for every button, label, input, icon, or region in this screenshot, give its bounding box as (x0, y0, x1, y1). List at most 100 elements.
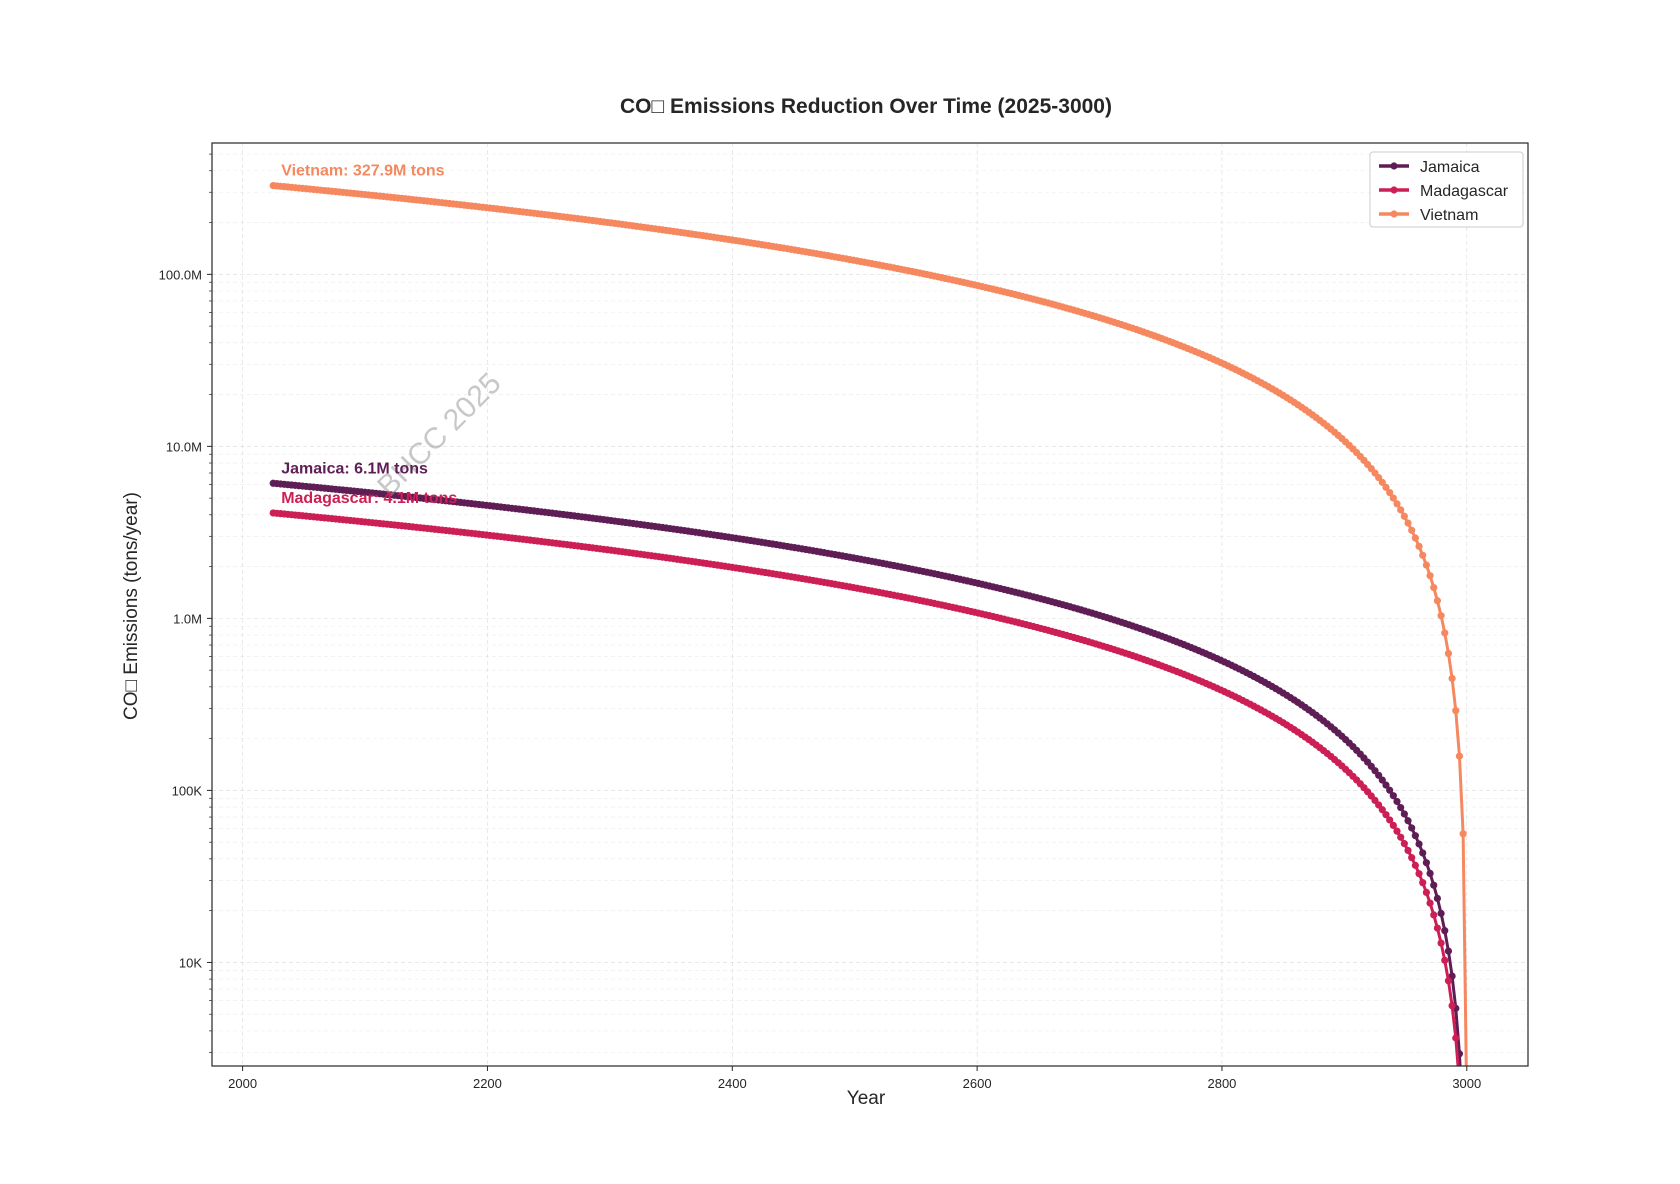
data-point (1419, 849, 1427, 857)
data-point (1397, 506, 1405, 514)
data-point (1378, 776, 1386, 784)
data-point (1441, 956, 1449, 964)
data-point (1422, 888, 1430, 897)
data-point (1433, 894, 1442, 903)
data-point (1460, 1158, 1467, 1165)
data-point (1404, 817, 1412, 825)
x-tick-label: 2400 (718, 1076, 747, 1091)
chart-title: CO□ Emissions Reduction Over Time (2025-… (620, 95, 1112, 118)
data-point (1389, 821, 1397, 830)
data-point (1411, 861, 1419, 869)
series-vietnam (269, 182, 1468, 1066)
data-point (1408, 824, 1416, 832)
series-line-vietnam (273, 184, 1468, 1066)
data-point (1415, 840, 1423, 848)
data-point (1437, 612, 1445, 620)
legend-label: Madagascar (1420, 183, 1509, 200)
data-point (1400, 840, 1408, 848)
data-point (1411, 832, 1419, 840)
series-line-madagascar (273, 511, 1460, 1066)
legend-label: Jamaica (1420, 159, 1480, 176)
legend-item-jamaica: Jamaica (1379, 159, 1480, 176)
annotation-jamaica: Jamaica: 6.1M tons (281, 460, 428, 477)
data-point (1455, 752, 1464, 760)
data-point (1430, 583, 1438, 592)
x-axis: 2000 2200 2400 2600 2800 3000 (228, 1066, 1481, 1091)
data-point (1448, 1002, 1456, 1010)
data-point (1426, 899, 1434, 907)
y-axis-label: CO□ Emissions (tons/year) (121, 492, 142, 720)
legend-marker (1390, 186, 1398, 194)
data-point (1408, 526, 1416, 534)
data-point (1382, 483, 1390, 491)
data-point (1419, 879, 1427, 887)
legend-marker (1390, 210, 1398, 218)
y-tick-label: 100K (172, 783, 203, 798)
data-point (1444, 947, 1453, 955)
y-tick-label: 10K (179, 955, 202, 970)
y-tick-label: 100.0M (159, 267, 202, 282)
annotations: Vietnam: 327.9M tons Jamaica: 6.1M tons Ma… (281, 163, 457, 507)
data-point (1386, 786, 1394, 794)
data-point (1433, 924, 1442, 932)
legend-item-madagascar: Madagascar (1379, 183, 1509, 200)
data-point (1400, 810, 1408, 818)
data-point (1422, 561, 1430, 569)
data-point (1404, 846, 1412, 855)
x-tick-label: 2600 (963, 1076, 992, 1091)
legend-box (1369, 151, 1524, 228)
data-point (1393, 500, 1401, 508)
grid (212, 143, 1528, 1066)
x-tick-label: 2000 (228, 1076, 257, 1091)
data-point (1459, 830, 1467, 838)
data-point (1397, 833, 1405, 841)
y-axis: 10K 100K 1.0M 10.0M 100.0M (159, 153, 212, 1053)
series-madagascar (269, 509, 1467, 1165)
data-point (1378, 806, 1386, 814)
data-point (1437, 939, 1445, 947)
data-point (1393, 827, 1401, 835)
data-point (1437, 909, 1445, 917)
data-point (1397, 803, 1405, 812)
x-axis-label: Year (847, 1088, 886, 1109)
plot-frame (211, 142, 1529, 1067)
annotation-madagascar: Madagascar: 4.1M tons (281, 490, 457, 507)
data-point (1460, 1128, 1467, 1135)
data-point (1382, 811, 1390, 819)
data-point (1433, 597, 1442, 605)
legend-marker (1390, 162, 1398, 170)
data-point (1393, 797, 1401, 806)
data-point (1400, 512, 1408, 520)
data-point (1411, 534, 1419, 542)
x-tick-label: 2200 (473, 1076, 502, 1091)
data-point (1389, 494, 1397, 502)
x-tick-label: 3000 (1452, 1076, 1481, 1091)
data-point (1441, 927, 1449, 935)
data-point (1430, 911, 1438, 919)
data-point (1404, 519, 1412, 527)
data-point (1430, 881, 1438, 889)
data-point (1415, 870, 1423, 878)
data-point (1408, 854, 1416, 862)
data-point (1441, 629, 1449, 637)
data-point (1386, 816, 1394, 824)
series-group (269, 182, 1468, 1165)
legend-label: Vietnam (1420, 207, 1478, 224)
data-point (1382, 781, 1390, 789)
data-point (1448, 674, 1456, 683)
data-point (1422, 859, 1430, 867)
legend-item-vietnam: Vietnam (1379, 207, 1478, 224)
data-point (1426, 869, 1434, 878)
data-point (1426, 572, 1434, 580)
data-point (1444, 649, 1453, 658)
data-point (1452, 707, 1460, 715)
legend: Jamaica Madagascar Vietnam (1369, 151, 1524, 228)
data-point (1452, 1034, 1460, 1042)
data-point (1389, 792, 1397, 800)
series-jamaica (269, 479, 1467, 1135)
x-tick-label: 2800 (1207, 1076, 1236, 1091)
data-point (1378, 478, 1386, 486)
y-tick-label: 1.0M (173, 611, 202, 626)
data-point (1444, 977, 1453, 985)
